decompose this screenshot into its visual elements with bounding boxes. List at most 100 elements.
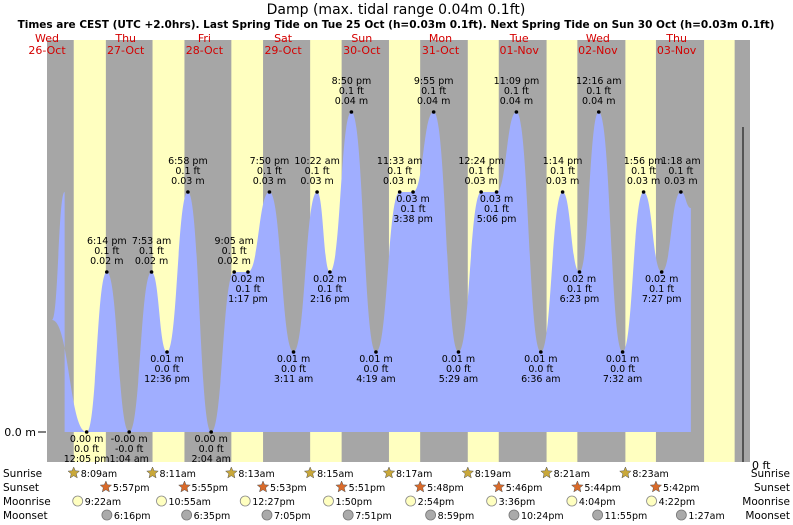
- day-date: 02-Nov: [578, 44, 618, 57]
- sunrise-time: 8:19am: [475, 469, 511, 480]
- sun-icon: [178, 480, 191, 493]
- day-date: 26-Oct: [28, 44, 66, 57]
- tide-event-ft: 0.1 ft: [175, 166, 200, 177]
- tide-event-ft: 0.1 ft: [222, 246, 247, 257]
- sun-icon: [649, 480, 663, 493]
- tide-event-ft: 0.1 ft: [339, 86, 364, 97]
- moonrise-time: 12:27pm: [252, 497, 295, 508]
- tide-event-dot: [620, 350, 625, 354]
- tide-event-dot: [411, 190, 415, 194]
- tide-event-ft: 0.1 ft: [649, 284, 674, 295]
- tide-event-dot: [397, 190, 402, 194]
- tide-event-ft: 0.1 ft: [387, 166, 412, 177]
- moonset-time: 6:16pm: [114, 511, 151, 522]
- tide-event-m: 0.01 m: [150, 354, 183, 365]
- tide-event-m: 0.03 m: [300, 176, 333, 187]
- sunrise-time: 8:23am: [632, 469, 668, 480]
- tide-event-ft: 0.0 ft: [155, 364, 180, 375]
- tide-event-time: 5:06 pm: [477, 214, 517, 225]
- row-label-left: Sunrise: [3, 468, 42, 480]
- moon-icon: [486, 495, 498, 507]
- sun-icon: [335, 480, 348, 493]
- moonrise-time: 9:22am: [85, 497, 121, 508]
- moon-icon: [181, 509, 193, 521]
- moonrise-time: 3:36pm: [499, 497, 536, 508]
- sunrise-time: 8:13am: [238, 469, 274, 480]
- moon-icon: [239, 495, 251, 507]
- tide-event-dot: [165, 350, 169, 354]
- tide-event-m: 0.02 m: [563, 274, 596, 285]
- row-label-right: Moonrise: [742, 496, 790, 508]
- tide-event-time: 1:17 pm: [228, 294, 268, 305]
- moon-icon: [101, 509, 113, 521]
- tide-event-ft: 0.0 ft: [363, 364, 388, 375]
- tide-event-dot: [149, 270, 154, 274]
- tide-event-dot: [186, 190, 190, 194]
- sun-icon: [224, 466, 238, 479]
- tide-event-m: 0.01 m: [277, 354, 310, 365]
- tide-event-dot: [596, 110, 601, 114]
- sun-icon: [382, 466, 396, 479]
- tide-event-dot: [431, 110, 436, 114]
- sun-icon: [413, 480, 427, 493]
- tide-event-dot: [84, 430, 89, 434]
- tide-event-m: 0.03 m: [171, 176, 204, 187]
- day-date: 03-Nov: [657, 44, 697, 57]
- moonset-time: 8:59pm: [438, 511, 475, 522]
- moonset-time: 7:51pm: [355, 511, 392, 522]
- tide-event-m: 0.03 m: [664, 176, 697, 187]
- day-of-week: Fri: [198, 32, 211, 45]
- row-label-right: Moonset: [745, 510, 790, 522]
- day-of-week: Wed: [35, 32, 59, 45]
- tide-event-time: 12:16 am: [576, 76, 621, 87]
- day-of-week: Thu: [665, 32, 687, 45]
- tide-event-dot: [267, 190, 272, 194]
- moon-icon: [156, 495, 167, 507]
- day-date: 29-Oct: [264, 44, 302, 57]
- tide-event-m: 0.01 m: [524, 354, 557, 365]
- tide-event-time: 7:53 am: [132, 236, 171, 247]
- tide-event-dot: [104, 270, 109, 274]
- tide-event-m: 0.03 m: [627, 176, 660, 187]
- tide-event-time: 8:50 pm: [332, 76, 372, 87]
- day-of-week: Mon: [429, 32, 452, 45]
- tide-event-ft: 0.0 ft: [74, 444, 99, 455]
- sunrise-time: 8:21am: [554, 469, 590, 480]
- tide-event-m: 0.02 m: [90, 256, 123, 267]
- tide-area: [52, 112, 691, 432]
- moon-icon: [566, 495, 578, 507]
- tide-event-time: 3:38 pm: [393, 214, 433, 225]
- moon-icon: [323, 495, 334, 507]
- tide-event-m: 0.02 m: [645, 274, 678, 285]
- moon-icon: [342, 509, 354, 521]
- tide-event-time: 6:58 pm: [168, 156, 208, 167]
- tide-event-m: 0.03 m: [253, 176, 286, 187]
- row-label-left: Moonset: [3, 510, 48, 522]
- sunset-time: 5:42pm: [663, 483, 700, 494]
- sun-icon: [67, 466, 81, 479]
- tide-event-time: 3:11 am: [274, 374, 313, 385]
- sun-icon: [99, 480, 113, 493]
- tide-event-m: 0.02 m: [135, 256, 168, 267]
- tide-event-ft: 0.1 ft: [139, 246, 164, 257]
- sunset-time: 5:44pm: [584, 483, 621, 494]
- tide-event-m: 0.03 m: [464, 176, 497, 187]
- tide-event-dot: [641, 190, 646, 194]
- chart-subtitle: Times are CEST (UTC +2.0hrs). Last Sprin…: [18, 19, 775, 31]
- tide-event-ft: 0.1 ft: [94, 246, 119, 257]
- tide-event-time: 7:27 pm: [642, 294, 682, 305]
- sunset-time: 5:57pm: [113, 483, 150, 494]
- sun-icon: [619, 466, 632, 479]
- tide-event-time: 9:05 am: [214, 236, 253, 247]
- tide-event-m: 0.02 m: [217, 256, 250, 267]
- tide-event-time: 1:56 pm: [624, 156, 664, 167]
- tide-event-ft: 0.1 ft: [668, 166, 693, 177]
- sunrise-time: 8:09am: [81, 469, 117, 480]
- sun-icon: [492, 480, 506, 493]
- tide-event-time: 12:36 pm: [144, 374, 190, 385]
- tide-event-ft: 0.1 ft: [317, 284, 342, 295]
- y-axis-left-label: 0.0 m: [4, 426, 36, 439]
- tide-event-m: 0.00 m: [70, 434, 103, 445]
- tide-event-ft: 0.0 ft: [199, 444, 224, 455]
